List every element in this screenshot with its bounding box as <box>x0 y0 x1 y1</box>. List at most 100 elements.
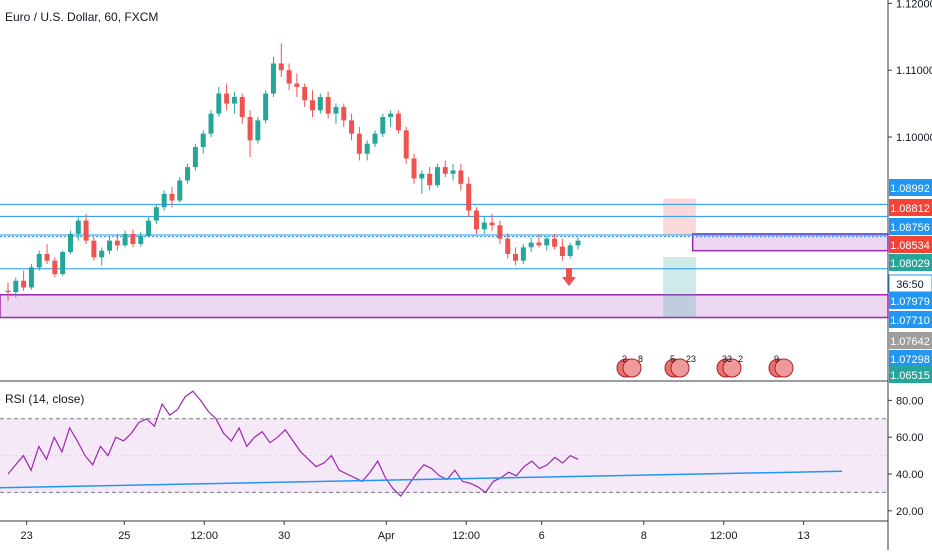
candle-body[interactable] <box>513 254 519 261</box>
price-level-labels[interactable]: 1.08992 1.08812 1.08756 1.08534 1.08029 36:50… <box>888 179 932 383</box>
candle-body[interactable] <box>286 70 292 84</box>
us-flag-icon[interactable] <box>774 358 794 378</box>
candle-body[interactable] <box>192 147 198 168</box>
candle-body[interactable] <box>239 96 245 117</box>
candle-body[interactable] <box>231 96 237 104</box>
candle-body[interactable] <box>200 133 206 148</box>
support-zone[interactable] <box>0 294 889 319</box>
candle-body[interactable] <box>270 63 276 94</box>
down-arrow-shape[interactable] <box>562 268 576 286</box>
price-level-tag[interactable] <box>889 350 932 367</box>
candle-body[interactable] <box>263 93 269 121</box>
price-level-tag[interactable] <box>889 366 932 383</box>
price-level-tag[interactable] <box>889 311 932 328</box>
candle-body[interactable] <box>325 96 331 114</box>
price-level-tag[interactable] <box>889 218 932 235</box>
candle-body[interactable] <box>434 167 440 186</box>
candle-body[interactable] <box>341 106 347 121</box>
candle-body[interactable] <box>372 133 378 144</box>
time-axis[interactable]: 23 25 12:00 30 Apr 12:00 6 8 12:00 13 <box>21 521 810 542</box>
candle-body[interactable] <box>83 220 89 241</box>
candle-body[interactable] <box>458 170 464 184</box>
candle-body[interactable] <box>247 116 253 141</box>
candle-body[interactable] <box>364 143 370 154</box>
candle-body[interactable] <box>130 233 136 244</box>
us-flag-icon[interactable] <box>722 358 742 378</box>
candle-body[interactable] <box>107 240 113 251</box>
candle-body[interactable] <box>294 83 300 87</box>
candle-body[interactable] <box>395 113 401 131</box>
candle-body[interactable] <box>153 207 159 221</box>
candle-body[interactable] <box>466 183 472 211</box>
candle-body[interactable] <box>21 280 27 288</box>
candle-body[interactable] <box>114 240 120 246</box>
price-level-tag[interactable] <box>889 292 932 309</box>
candle-body[interactable] <box>122 233 128 246</box>
down-arrow-icon[interactable] <box>562 268 576 286</box>
rsi-pane[interactable] <box>0 390 888 498</box>
candle-body[interactable] <box>208 113 214 134</box>
candle-body[interactable] <box>255 120 261 141</box>
candle-body[interactable] <box>99 250 105 258</box>
candle-body[interactable] <box>473 210 479 230</box>
candles[interactable] <box>5 43 581 301</box>
candle-body[interactable] <box>75 220 81 234</box>
candle-body[interactable] <box>216 93 222 114</box>
candle-body[interactable] <box>349 120 355 134</box>
candle-body[interactable] <box>302 86 308 101</box>
candle-body[interactable] <box>505 238 511 254</box>
price-level-tag[interactable] <box>889 236 932 253</box>
candle-body[interactable] <box>356 133 362 154</box>
candle-body[interactable] <box>528 242 534 248</box>
candle-body[interactable] <box>161 193 167 208</box>
candle-body[interactable] <box>138 235 144 244</box>
price-level-tag[interactable] <box>889 199 932 216</box>
candle-body[interactable] <box>317 96 323 111</box>
candle-body[interactable] <box>146 220 152 236</box>
take-profit-area[interactable] <box>663 257 696 318</box>
us-flag-icon[interactable] <box>622 358 642 378</box>
candle-body[interactable] <box>28 267 34 288</box>
candle-body[interactable] <box>419 173 425 179</box>
candle-body[interactable] <box>520 247 526 261</box>
zones[interactable] <box>0 233 889 319</box>
candle-body[interactable] <box>388 113 394 117</box>
us-flag-icon[interactable] <box>670 358 690 378</box>
candle-body[interactable] <box>544 238 550 246</box>
candle-body[interactable] <box>567 245 573 257</box>
candle-body[interactable] <box>91 240 97 258</box>
candle-body[interactable] <box>52 260 58 275</box>
candle-body[interactable] <box>380 116 386 134</box>
rsi-trendline[interactable] <box>0 470 843 489</box>
candle-body[interactable] <box>427 173 433 186</box>
price-level-tag[interactable] <box>889 332 932 349</box>
candle-body[interactable] <box>36 254 42 268</box>
price-axis[interactable]: 1.12000 1.11000 1.10000 <box>888 0 932 144</box>
candle-body[interactable] <box>536 242 542 246</box>
candle-body[interactable] <box>450 170 456 174</box>
candle-body[interactable] <box>411 158 417 179</box>
support-zone[interactable] <box>691 233 889 252</box>
price-level-tag[interactable] <box>889 254 932 271</box>
candle-body[interactable] <box>185 167 191 181</box>
candle-body[interactable] <box>497 225 503 239</box>
candle-body[interactable] <box>575 240 581 246</box>
candle-body[interactable] <box>67 233 73 252</box>
horizontal-lines[interactable] <box>0 203 888 270</box>
rsi-line[interactable] <box>7 390 579 498</box>
candle-body[interactable] <box>13 280 19 293</box>
event-markers[interactable]: 2 8 5 23 33 2 9 <box>616 354 794 378</box>
candle-body[interactable] <box>489 222 495 226</box>
candle-body[interactable] <box>552 238 558 247</box>
candle-body[interactable] <box>310 100 316 111</box>
rsi-axis[interactable]: 80.00 60.00 40.00 20.00 <box>888 395 924 518</box>
candle-body[interactable] <box>177 180 183 201</box>
candle-body[interactable] <box>5 290 11 293</box>
candle-body[interactable] <box>442 167 448 174</box>
candle-body[interactable] <box>169 193 175 201</box>
candle-body[interactable] <box>333 106 339 114</box>
price-level-tag[interactable] <box>889 179 932 196</box>
candle-body[interactable] <box>481 222 487 230</box>
candle-body[interactable] <box>559 246 565 257</box>
